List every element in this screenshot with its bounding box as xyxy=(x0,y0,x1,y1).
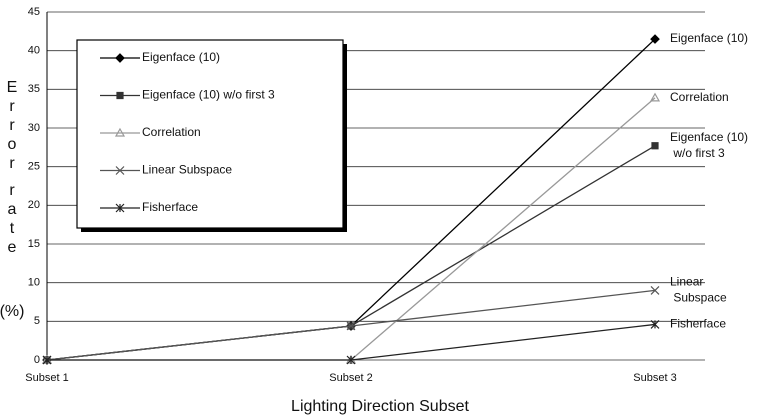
x-tick-label: Subset 3 xyxy=(633,372,676,384)
legend-box xyxy=(76,39,344,229)
marker xyxy=(115,53,125,63)
y-tick-label: 0 xyxy=(34,354,40,366)
legend-label: Fisherface xyxy=(142,200,198,214)
marker xyxy=(346,355,356,365)
y-tick-label: 25 xyxy=(28,161,40,173)
y-tick-label: 20 xyxy=(28,199,40,211)
marker xyxy=(651,142,659,150)
marker xyxy=(116,91,124,100)
end-label: Eigenface (10) xyxy=(670,31,748,45)
legend-label: Linear Subspace xyxy=(142,163,232,177)
legend-label: Eigenface (10) xyxy=(142,50,220,64)
y-tick-label: 30 xyxy=(28,122,40,134)
marker xyxy=(649,92,661,102)
marker xyxy=(42,355,52,365)
x-tick-label: Subset 1 xyxy=(25,372,68,384)
x-tick-label: Subset 2 xyxy=(329,372,372,384)
y-tick-label: 10 xyxy=(28,277,40,289)
y-tick-label: 35 xyxy=(28,83,40,95)
legend-label: Eigenface (10) w/o first 3 xyxy=(142,88,275,102)
end-label: Eigenface (10) w/o first 3 xyxy=(670,130,748,160)
marker xyxy=(650,285,660,295)
y-tick-label: 40 xyxy=(28,45,40,57)
legend-label: Correlation xyxy=(142,125,201,139)
end-label: Fisherface xyxy=(670,317,726,331)
marker xyxy=(114,127,126,137)
x-axis-label: Lighting Direction Subset xyxy=(291,398,469,415)
marker xyxy=(650,34,660,44)
marker xyxy=(650,320,660,329)
y-tick-label: 5 xyxy=(34,315,40,327)
end-label: Correlation xyxy=(670,90,729,104)
marker xyxy=(115,203,125,213)
y-tick-label: 15 xyxy=(28,238,40,250)
marker xyxy=(346,321,356,331)
end-label: Linear Subspace xyxy=(670,275,727,305)
y-tick-label: 45 xyxy=(28,6,40,18)
marker xyxy=(115,166,125,175)
legend: Eigenface (10) Eigenface (10) w/o first 3… xyxy=(76,39,347,232)
